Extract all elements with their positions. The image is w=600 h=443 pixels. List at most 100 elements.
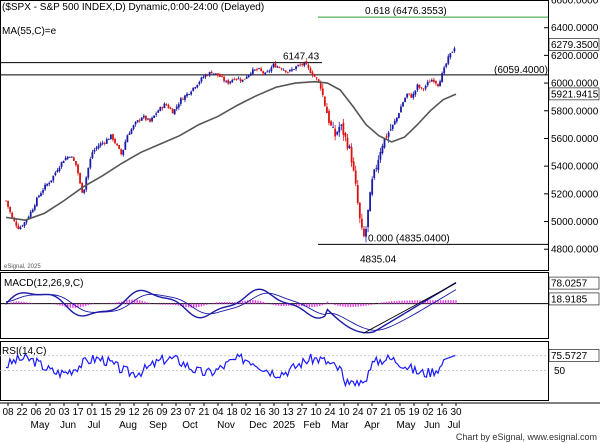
candle-body (321, 88, 324, 96)
x-date-label: 21 (380, 407, 392, 418)
candle-body (365, 229, 367, 237)
candle-body (85, 177, 88, 190)
x-month-label: Jul (88, 420, 101, 431)
candle-body (79, 173, 81, 184)
candle-body (282, 69, 285, 71)
watermark: eSignal, 2025 (4, 264, 41, 270)
candle-body (23, 222, 26, 227)
candle-body (451, 51, 454, 53)
candle-body (128, 133, 131, 135)
candle-body (288, 70, 291, 72)
candle-body (387, 132, 390, 137)
candle-body (260, 68, 262, 71)
candle-body (38, 195, 40, 198)
candle-body (103, 142, 106, 144)
x-month-label: May (397, 420, 416, 431)
candle-body (326, 106, 328, 114)
candle-body (44, 184, 46, 190)
candle-body (432, 79, 435, 82)
candle-body (323, 96, 326, 106)
macd-value-label: 78.0257 (551, 279, 588, 290)
candle-body (367, 209, 369, 228)
candle-body (110, 134, 112, 139)
candle-body (408, 93, 411, 95)
x-month-label: Jul (448, 420, 461, 431)
candle-body (336, 131, 339, 135)
candle-body (169, 107, 172, 110)
candle-body (77, 164, 79, 174)
candle-body (270, 67, 273, 72)
candle-body (221, 76, 223, 78)
candle-body (389, 129, 392, 131)
x-date-label: 26 (142, 407, 154, 418)
price-panel: 4800.0000 5000.0000 5200.0000 5400.0000 5600… (0, 0, 600, 265)
candle-body (173, 109, 176, 115)
candle-body (235, 78, 238, 80)
candle-body (414, 90, 417, 95)
candle-body (21, 225, 24, 227)
candle-body (227, 80, 230, 84)
candle-body (52, 175, 55, 181)
candle-body (204, 74, 207, 77)
candle-body (334, 128, 337, 137)
y-tick-label: 6200.0000 (551, 51, 599, 62)
candle-body (142, 115, 145, 118)
ma-label: MA(55,C)=e (2, 26, 57, 37)
y-tick-label: 5000.0000 (551, 217, 599, 228)
x-date-label: 27 (296, 407, 308, 418)
x-date-label: 15 (100, 407, 112, 418)
candle-body (177, 104, 180, 108)
candle-body (68, 157, 71, 158)
candle-body (297, 65, 300, 66)
rsi-tick-label: 50 (554, 366, 566, 377)
candle-body (48, 182, 51, 185)
candle-body (313, 75, 316, 77)
candle-body (346, 137, 349, 149)
rsi-panel: 507575.5727 (0, 349, 600, 388)
candle-body (186, 93, 188, 97)
candle-body (214, 73, 217, 75)
x-month-label: Jun (424, 420, 440, 431)
candle-body (159, 107, 162, 111)
candle-body (151, 117, 153, 122)
price-frame (0, 0, 549, 271)
candle-body (426, 81, 429, 86)
candle-body (398, 113, 400, 118)
candle-body (182, 98, 184, 100)
candle-body (196, 84, 199, 88)
macd-value-label-box (548, 276, 600, 290)
candle-body (114, 139, 116, 144)
candle-body (243, 78, 246, 80)
candle-body (338, 126, 341, 133)
candle-body (95, 147, 98, 149)
x-date-label: 05 (394, 407, 406, 418)
candle-body (161, 107, 164, 109)
candle-body (206, 74, 209, 76)
candle-body (223, 76, 225, 82)
candle-body (315, 77, 318, 79)
candle-body (284, 70, 287, 72)
candle-body (449, 53, 452, 58)
candle-body (126, 135, 129, 143)
candle-body (309, 68, 312, 73)
candle-body (138, 119, 141, 121)
candle-body (251, 69, 254, 74)
candle-body (83, 189, 86, 193)
candle-body (330, 121, 332, 126)
candle-body (198, 81, 201, 85)
candle-body (93, 149, 96, 152)
x-date-label: 03 (58, 407, 70, 418)
candle-body (155, 113, 158, 115)
candle-body (147, 118, 149, 120)
candle-body (395, 117, 398, 122)
candle-body (299, 64, 302, 66)
x-date-label: 17 (72, 407, 84, 418)
candle-body (360, 218, 363, 228)
candle-body (97, 145, 100, 149)
x-date-label: 10 (310, 407, 322, 418)
fib-618-label: 0.618 (6476.3553) (365, 6, 447, 17)
candle-body (340, 124, 343, 126)
candle-body (369, 192, 372, 212)
candle-body (443, 67, 446, 74)
